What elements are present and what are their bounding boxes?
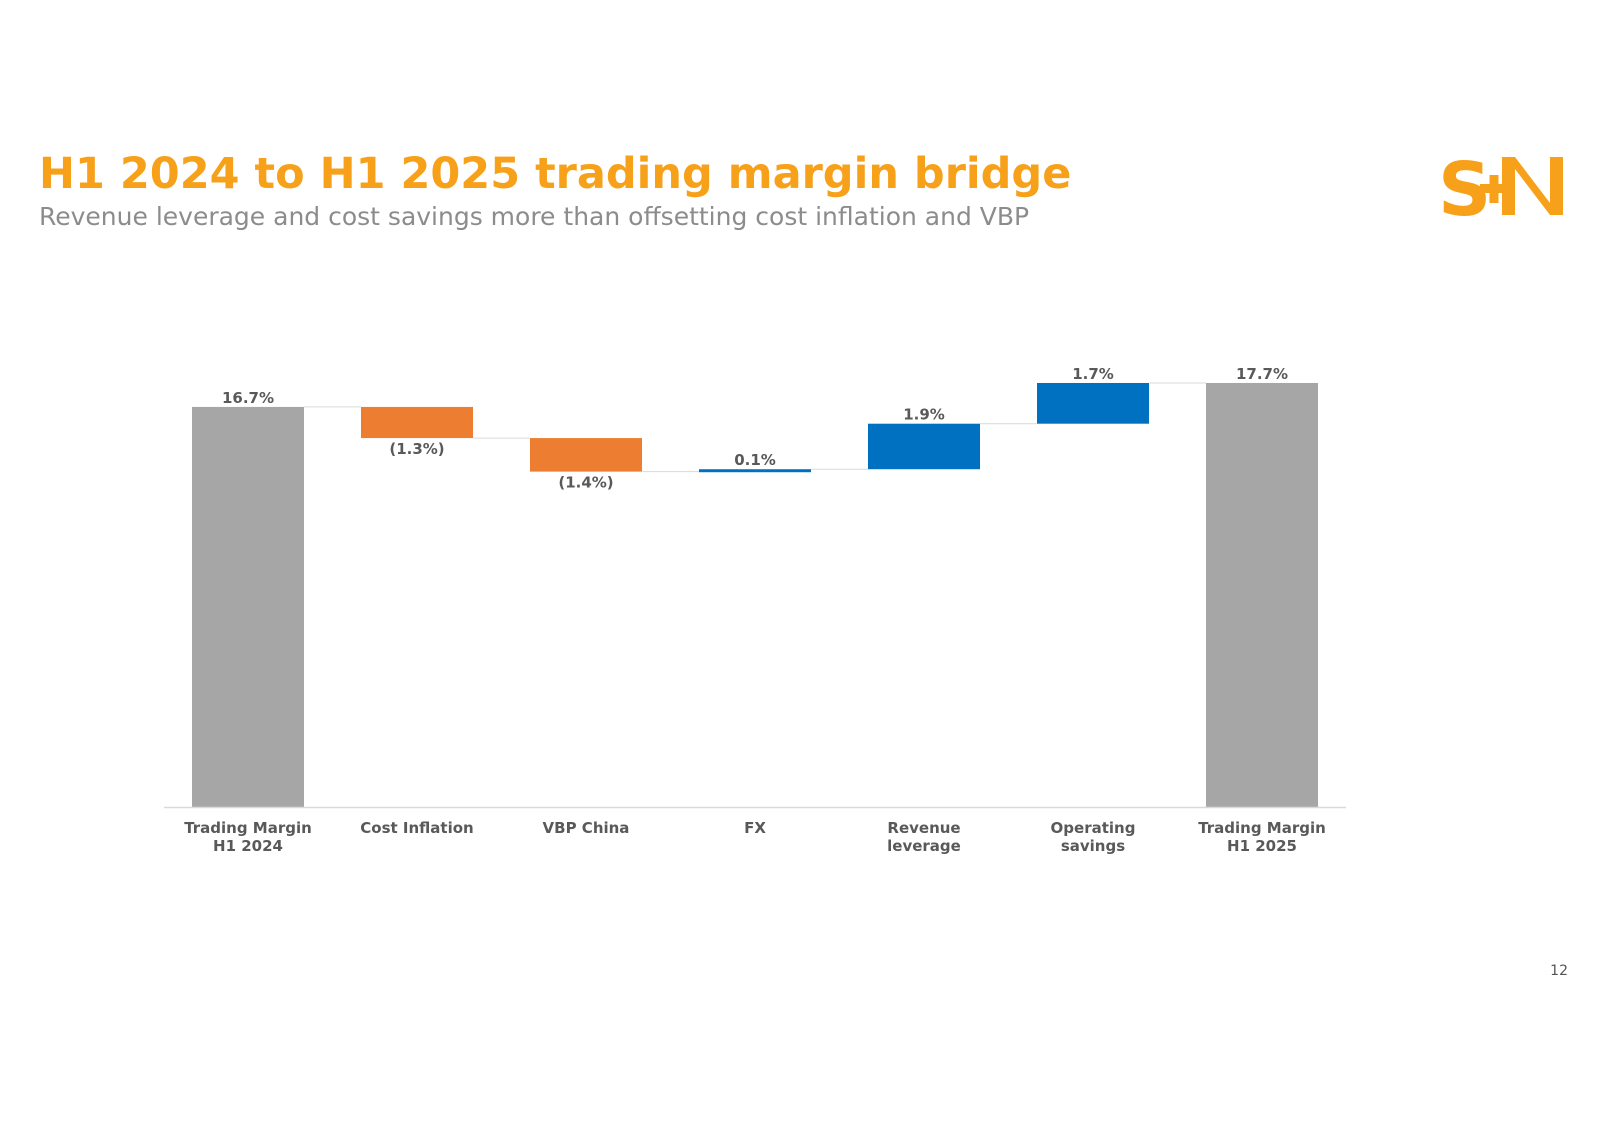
category-label: FX [744,819,766,837]
data-label: (1.4%) [558,474,613,492]
slide-title: H1 2024 to H1 2025 trading margin bridge [39,149,1072,199]
category-label: Cost Inflation [360,819,473,837]
data-label: 1.9% [903,406,945,424]
page-number: 12 [1550,963,1568,979]
category-label: Operating savings [1051,819,1136,855]
waterfall-bar [868,423,980,470]
company-logo: S [1438,155,1563,227]
data-label: 0.1% [734,451,776,469]
data-label: (1.3%) [389,440,444,458]
data-label: 1.7% [1072,365,1114,383]
waterfall-bar [192,406,304,807]
waterfall-bar [1206,382,1318,807]
category-label: Trading Margin H1 2025 [1198,819,1326,855]
logo-plus-vertical [1489,175,1499,203]
category-label: Revenue leverage [887,819,961,855]
logo-letter-n [1502,157,1563,215]
data-label: 16.7% [222,389,274,407]
waterfall-bar [699,469,811,473]
waterfall-bar [530,438,642,472]
category-label: VBP China [543,819,630,837]
waterfall-bar [1037,382,1149,424]
category-label: Trading Margin H1 2024 [184,819,312,855]
waterfall-bar [361,406,473,439]
slide-subtitle: Revenue leverage and cost savings more t… [39,202,1030,231]
data-label: 17.7% [1236,365,1288,383]
